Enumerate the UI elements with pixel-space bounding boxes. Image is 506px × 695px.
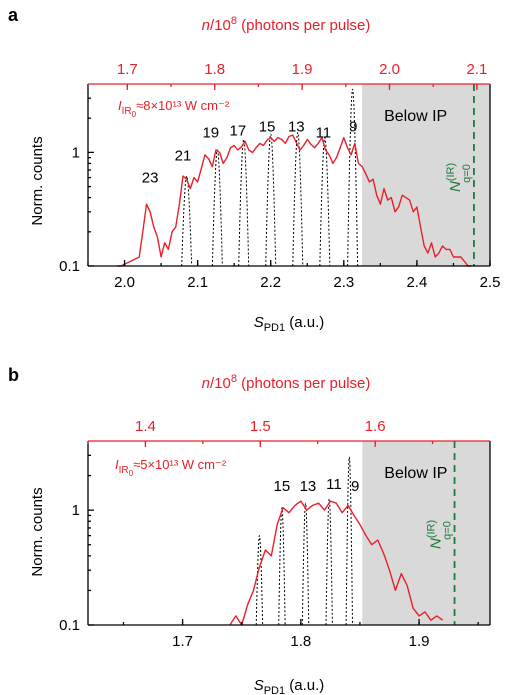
- y-tick-label: 1: [72, 144, 80, 161]
- harmonic-order-label: 13: [288, 119, 305, 136]
- below-ip-region: [362, 441, 490, 625]
- harmonic-order-label: 17: [229, 122, 246, 139]
- harmonic-peak-6: [347, 88, 359, 267]
- top-axis-label-a: n/108 (photons per pulse): [202, 15, 371, 34]
- harmonic-peak-2: [301, 502, 310, 626]
- top-tick-label: 1.5: [250, 418, 271, 435]
- top-axis-label-b: n/108 (photons per pulse): [202, 373, 371, 392]
- top-tick-label: 1.8: [204, 61, 225, 78]
- harmonic-peak-3: [325, 498, 333, 626]
- top-tick-label: 2.0: [379, 61, 400, 78]
- below-ip-label: Below IP: [384, 108, 447, 125]
- harmonic-order-label: 11: [326, 476, 342, 493]
- threshold-label: N(IR) q=0: [445, 163, 473, 192]
- x-tick-label: 2.2: [260, 274, 281, 291]
- harmonic-peak-0: [255, 535, 264, 626]
- x-tick-label: 2.5: [480, 274, 501, 291]
- y-tick-label: 0.1: [59, 617, 80, 634]
- harmonic-order-label: 15: [259, 119, 276, 136]
- harmonic-order-label: 19: [202, 124, 219, 141]
- x-tick-label: 2.1: [187, 274, 208, 291]
- top-tick-label: 1.7: [117, 61, 138, 78]
- x-tick-label: 2.3: [333, 274, 354, 291]
- y-tick-label: 1: [72, 502, 80, 519]
- panel-b-label: b: [8, 365, 19, 385]
- x-tick-label: 2.0: [114, 274, 135, 291]
- harmonic-order-label: 23: [142, 170, 159, 187]
- panel-a-label: a: [8, 5, 19, 25]
- harmonic-order-label: 13: [300, 478, 317, 495]
- counts-series-line: [229, 500, 444, 626]
- intensity-label-b: IIR0≈5×10¹³ W cm⁻²: [115, 457, 227, 478]
- x-tick-label: 2.4: [406, 274, 427, 291]
- harmonic-peak-5: [319, 137, 331, 267]
- harmonic-peak-3: [265, 133, 277, 267]
- harmonic-peak-4: [345, 456, 353, 626]
- harmonic-order-label: 9: [351, 478, 359, 495]
- y-axis-label-b: Norm. counts: [29, 487, 46, 576]
- below-ip-region: [362, 84, 490, 266]
- top-tick-label: 1.4: [135, 418, 156, 435]
- threshold-label: N(IR) q=0: [426, 520, 454, 549]
- top-tick-label: 2.1: [466, 61, 487, 78]
- y-axis-label-a: Norm. counts: [29, 136, 46, 225]
- harmonic-peak-0: [181, 175, 193, 267]
- x-tick-label: 1.9: [409, 633, 430, 650]
- panel-b: b n/108 (photons per pulse) IIR0≈5×10¹³ …: [8, 365, 491, 695]
- harmonic-peak-1: [211, 149, 223, 267]
- harmonic-order-label: 15: [274, 478, 291, 495]
- harmonic-peak-2: [238, 138, 250, 267]
- harmonic-order-label: 9: [349, 119, 357, 136]
- top-tick-label: 1.6: [365, 418, 386, 435]
- harmonic-order-label: 11: [316, 124, 332, 141]
- harmonic-peak-4: [292, 131, 304, 267]
- top-tick-label: 1.9: [292, 61, 313, 78]
- harmonic-order-label: 21: [175, 148, 192, 165]
- x-tick-label: 1.7: [172, 633, 193, 650]
- counts-series-line: [117, 134, 472, 267]
- panel-a: a n/108 (photons per pulse) IIR0≈8×10¹³ …: [8, 5, 500, 334]
- harmonic-peak-1: [278, 507, 286, 626]
- intensity-label-a: IIR0≈8×10¹³ W cm⁻²: [118, 98, 230, 119]
- x-tick-label: 1.8: [290, 633, 311, 650]
- x-axis-label-b: SPD1 (a.u.): [254, 677, 325, 695]
- x-axis-label-a: SPD1 (a.u.): [254, 314, 325, 334]
- below-ip-label: Below IP: [384, 465, 447, 482]
- y-tick-label: 0.1: [59, 258, 80, 275]
